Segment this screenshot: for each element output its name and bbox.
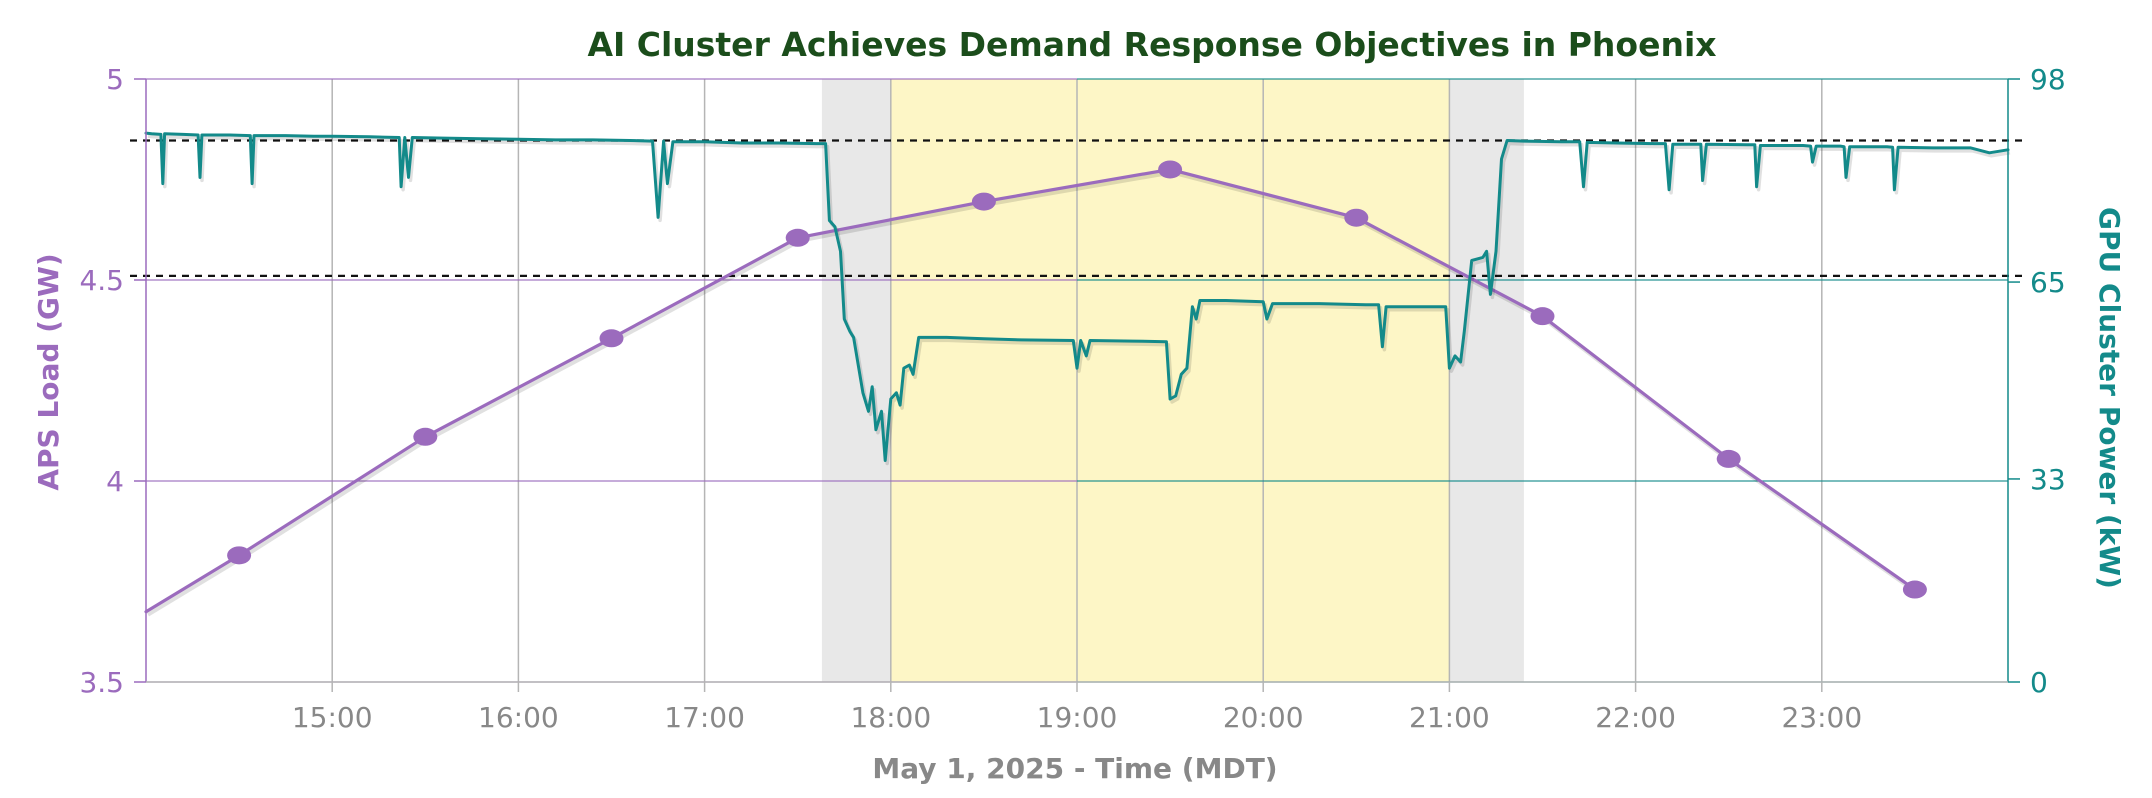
y-right-tick-label: 65 [2030, 266, 2066, 299]
reference-lines [130, 139, 2022, 277]
x-tick-label: 15:00 [292, 701, 373, 734]
x-tick-label: 22:00 [1595, 701, 1676, 734]
gpu-cluster-power-line [144, 131, 2010, 462]
aps-load-point [1716, 449, 1741, 468]
y-left-tick-label: 5 [106, 63, 124, 96]
chart-title: AI Cluster Achieves Demand Response Obje… [587, 25, 1716, 64]
y-left-tick-label: 3.5 [79, 666, 124, 699]
data-series [144, 131, 2011, 617]
x-tick-label: 21:00 [1409, 701, 1490, 734]
aps-load-point [785, 228, 810, 247]
x-tick-label: 19:00 [1037, 701, 1118, 734]
y-axis-left-label: APS Load (GW) [32, 253, 65, 490]
y-axis-right-label: GPU Cluster Power (kW) [2093, 207, 2126, 589]
y-left-tick-label: 4 [106, 465, 124, 498]
aps-load-point [1344, 208, 1369, 227]
axes [134, 78, 2020, 692]
x-axis-label: May 1, 2025 - Time (MDT) [872, 752, 1277, 785]
aps-load-point [1158, 160, 1183, 179]
aps-load-point [971, 192, 996, 211]
y-left-tick-label: 4.5 [79, 264, 124, 297]
x-tick-label: 20:00 [1223, 701, 1304, 734]
aps-load-point [413, 427, 438, 446]
x-tick-label: 18:00 [850, 701, 931, 734]
aps-load-point [1530, 307, 1555, 326]
y-right-tick-label: 0 [2030, 666, 2048, 699]
aps-load-point [227, 546, 252, 565]
y-right-tick-label: 98 [2030, 63, 2066, 96]
tick-labels: 15:00 16:00 17:00 18:00 19:00 20:00 21:00 22:00… [79, 63, 2065, 734]
aps-load-point [1902, 580, 1927, 599]
x-tick-label: 23:00 [1781, 701, 1862, 734]
x-tick-label: 16:00 [478, 701, 559, 734]
aps-load-point [599, 329, 624, 348]
y-right-tick-label: 33 [2030, 463, 2066, 496]
x-tick-label: 17:00 [664, 701, 745, 734]
grid-lines [146, 78, 2008, 683]
shaded-region-ramp-2 [1449, 79, 1524, 682]
shaded-region-ramp-0 [821, 79, 891, 682]
